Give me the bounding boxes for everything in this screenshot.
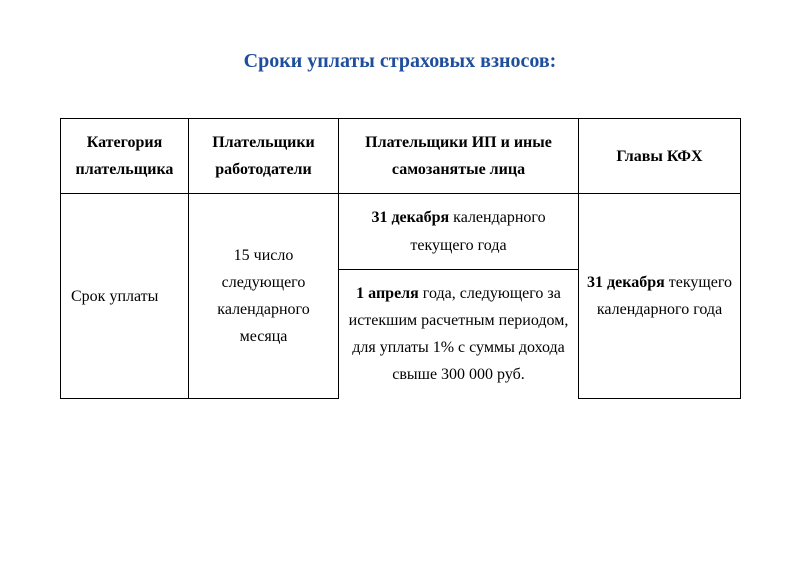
row-label-term: Срок уплаты [61,194,189,399]
cell-ip-2-bold: 1 апреля [356,285,419,302]
cell-ip-1-bold: 31 декабря [371,209,449,226]
cell-employers: 15 число следующего календарного месяца [189,194,339,399]
payment-terms-table: Категория плательщика Плательщики работо… [60,118,741,399]
page-title: Сроки уплаты страховых взносов: [0,50,800,73]
header-ip: Плательщики ИП и иные самозанятые лица [339,119,579,194]
header-employers: Плательщики работодатели [189,119,339,194]
header-category: Категория плательщика [61,119,189,194]
table-header-row: Категория плательщика Плательщики работо… [61,119,741,194]
cell-kfh-bold: 31 декабря [587,274,665,291]
cell-ip-apr1: 1 апреля года, следующего за истекшим ра… [339,269,579,398]
table-container: Категория плательщика Плательщики работо… [60,118,740,399]
table-row: Срок уплаты 15 число следующего календар… [61,194,741,269]
cell-ip-dec31: 31 декабря календарного текущего года [339,194,579,269]
cell-kfh: 31 декабря текущего календарного года [579,194,741,399]
header-kfh: Главы КФХ [579,119,741,194]
